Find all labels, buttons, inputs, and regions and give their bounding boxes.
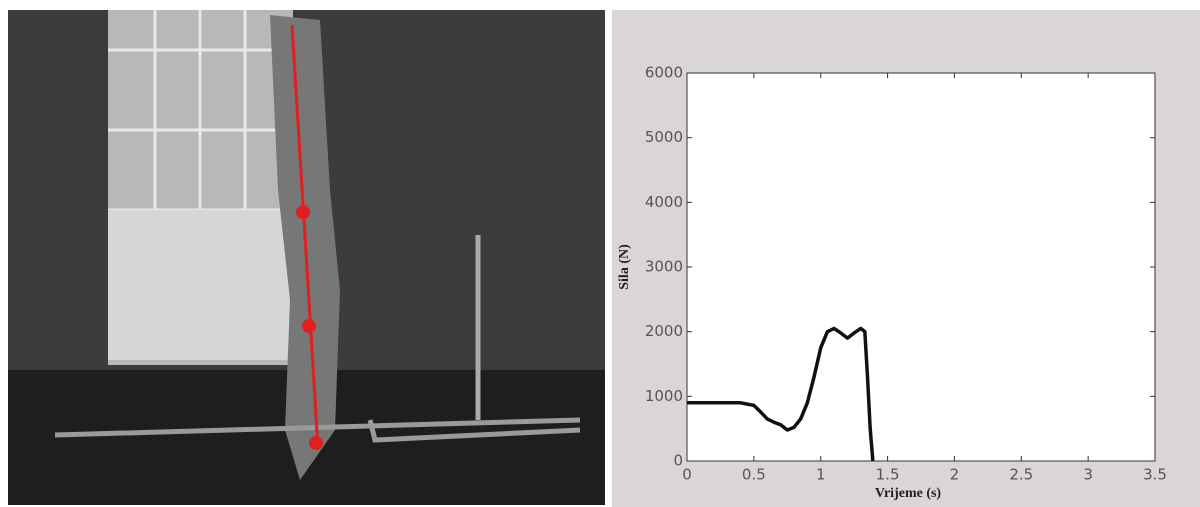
x-tick-label: 1.5	[876, 466, 900, 484]
photo-marker	[302, 319, 316, 333]
x-tick-label: 3	[1083, 466, 1093, 484]
y-tick-label: 6000	[645, 64, 683, 82]
y-tick-label: 0	[673, 452, 683, 470]
x-tick-label: 0.5	[742, 466, 766, 484]
x-tick-label: 0	[682, 466, 692, 484]
x-tick-label: 1	[816, 466, 826, 484]
y-tick-label: 2000	[645, 322, 683, 340]
photo-marker	[296, 205, 310, 219]
y-tick-label: 3000	[645, 258, 683, 276]
y-tick-label: 1000	[645, 387, 683, 405]
x-tick-label: 3.5	[1143, 466, 1167, 484]
y-tick-label: 5000	[645, 128, 683, 146]
x-axis-label: Vrijeme (s)	[875, 486, 942, 501]
x-tick-label: 2.5	[1009, 466, 1033, 484]
y-axis-label: Sila (N)	[617, 244, 632, 290]
photo-window-lower	[108, 210, 293, 360]
photo	[8, 10, 605, 505]
photo-marker	[309, 436, 323, 450]
photo-marker-line	[290, 24, 320, 449]
x-tick-label: 2	[950, 466, 960, 484]
data-line	[687, 326, 875, 462]
y-tick-label: 4000	[645, 193, 683, 211]
plot-area	[686, 72, 1156, 462]
